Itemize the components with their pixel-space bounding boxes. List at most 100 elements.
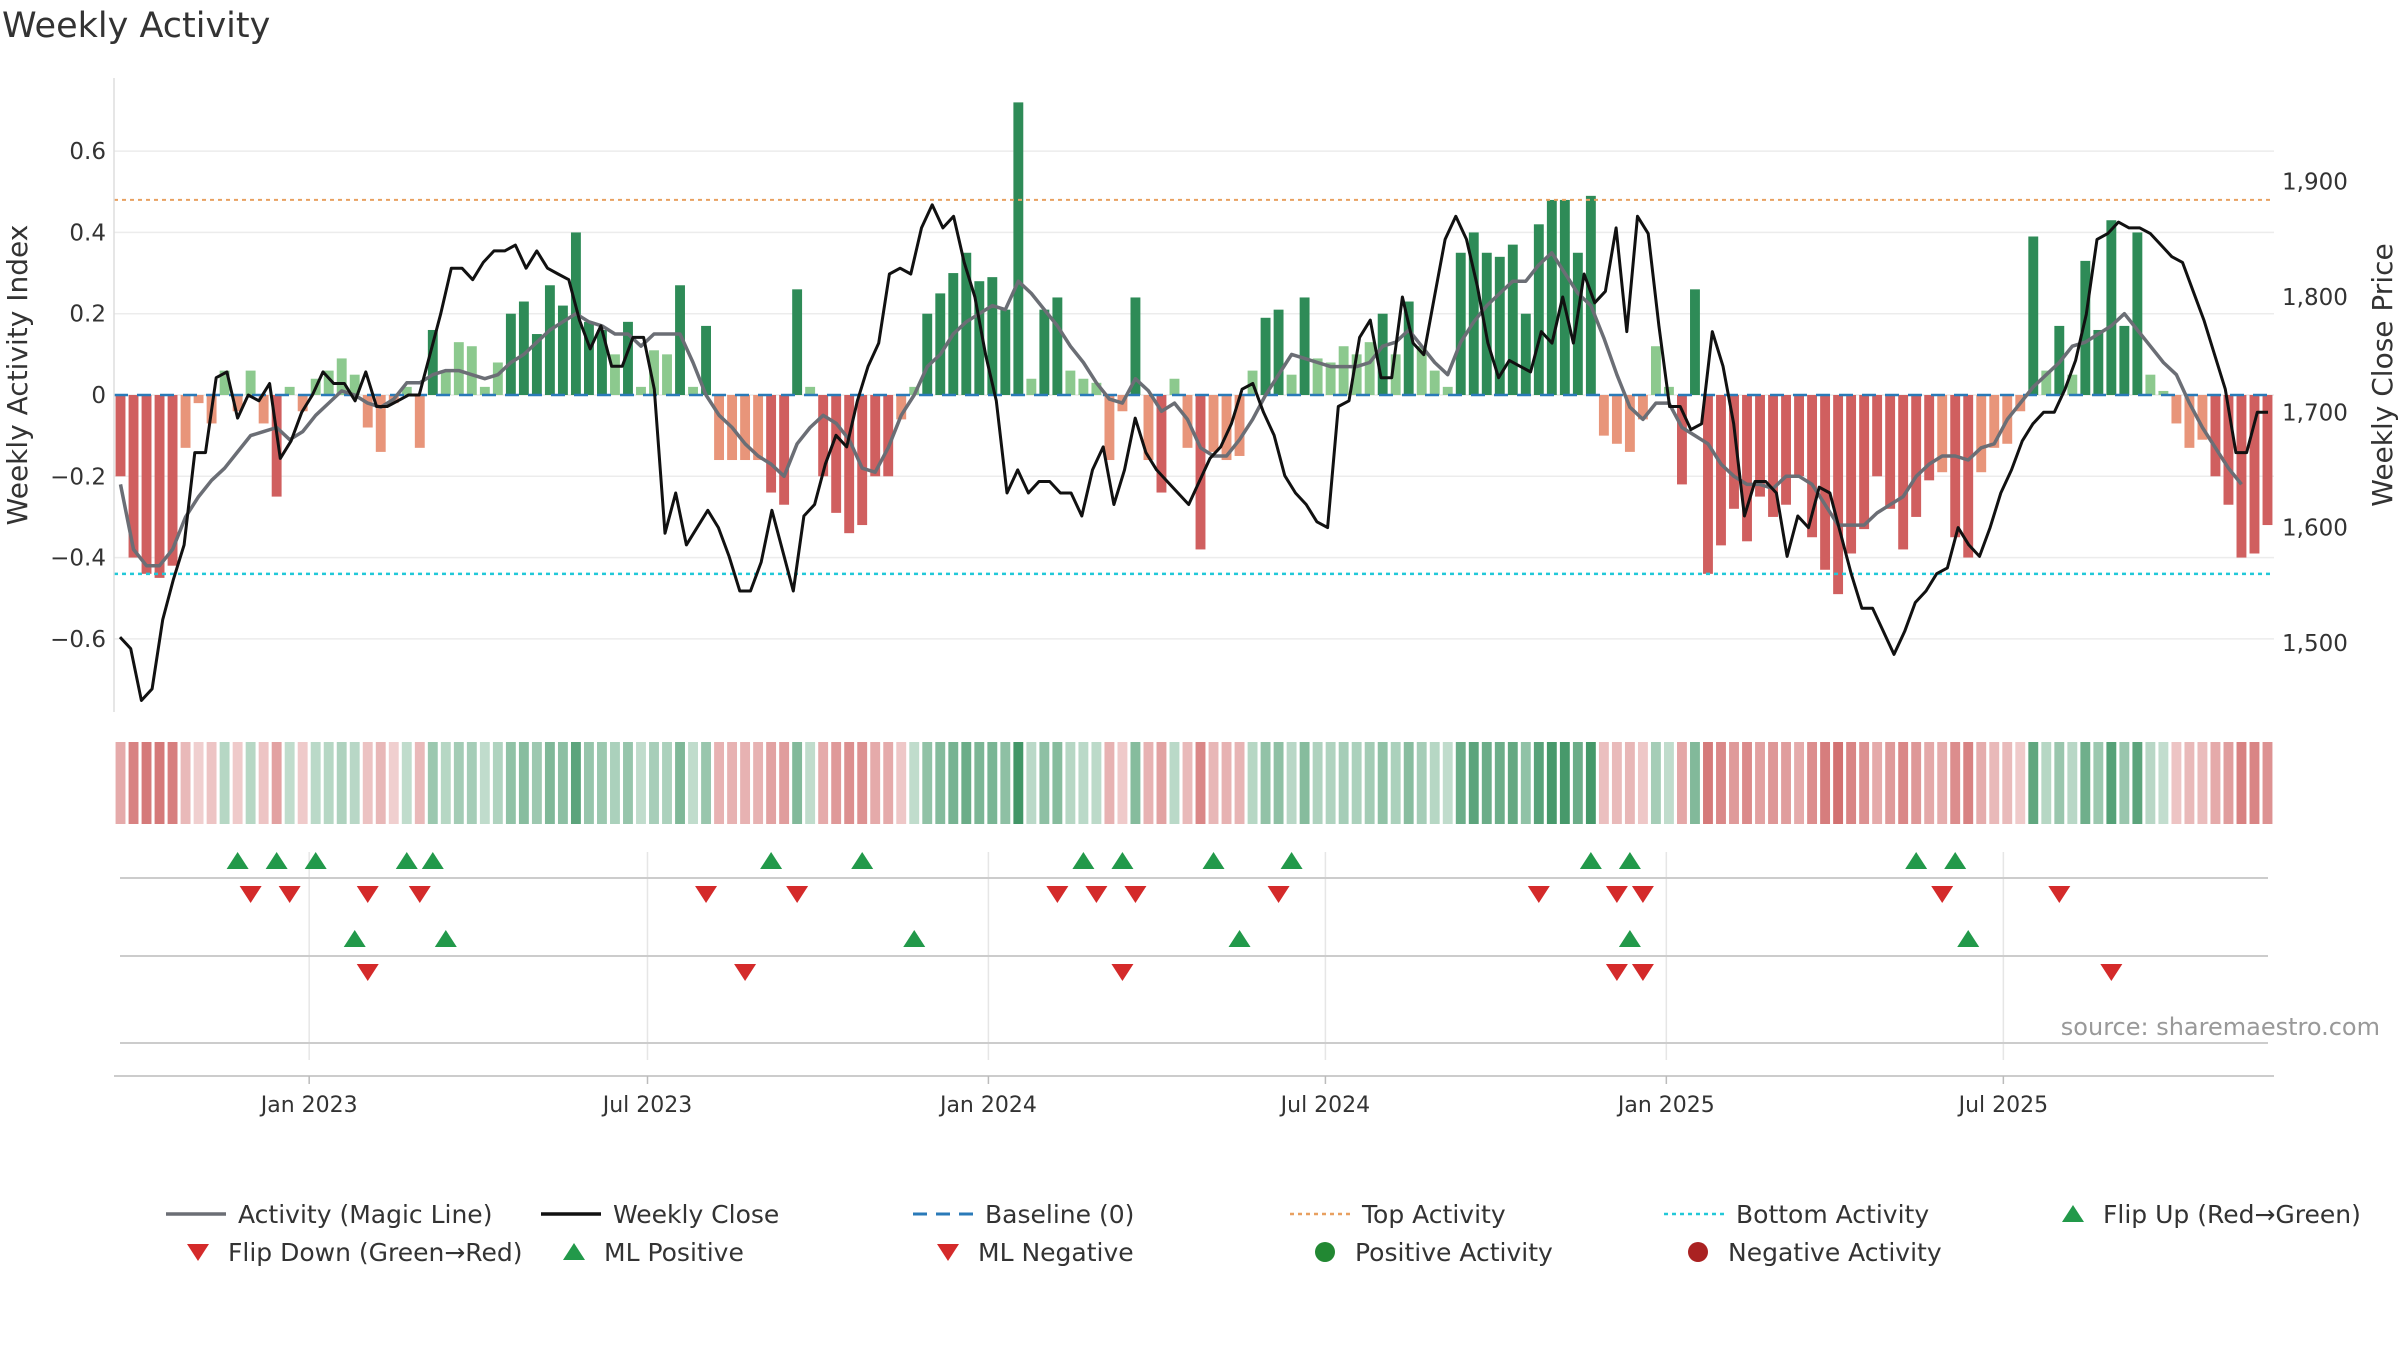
- heat-cell: [2223, 742, 2234, 824]
- activity-bar: [1833, 395, 1844, 595]
- activity-bar: [1338, 346, 1349, 395]
- activity-bar: [610, 354, 620, 395]
- axes: −0.6 −0.4 −0.2 0 0.2 0.4 0.6 1,500 1,600 1,700 1,8…: [1, 78, 2399, 712]
- y-left-tick-label: −0.4: [50, 546, 106, 572]
- y-left-tick-label: −0.6: [50, 627, 106, 653]
- activity-bar: [1208, 395, 1219, 452]
- activity-bars: [115, 102, 2273, 595]
- activity-bar: [1598, 395, 1609, 436]
- activity-bar: [1091, 382, 1102, 395]
- flip-down-marker: [786, 886, 809, 903]
- heat-cell: [206, 742, 217, 824]
- flip-down-marker: [695, 886, 718, 903]
- heat-cell: [180, 742, 191, 824]
- activity-bar: [896, 395, 907, 420]
- flip-up-marker: [1280, 852, 1303, 869]
- activity-bar: [1325, 362, 1336, 395]
- heat-cell: [1143, 742, 1154, 824]
- activity-bar: [1156, 395, 1167, 493]
- heat-cell: [1013, 742, 1024, 824]
- heat-cell: [1650, 742, 1661, 824]
- triangle-down-red-icon: [187, 1244, 209, 1261]
- activity-bar: [1637, 395, 1648, 420]
- activity-bar: [1820, 395, 1831, 570]
- heat-cell: [1455, 742, 1466, 824]
- activity-bar: [1000, 309, 1011, 395]
- activity-bar: [2106, 220, 2117, 395]
- activity-bar: [219, 370, 230, 395]
- heat-cell: [844, 742, 855, 824]
- flip-up-marker: [304, 852, 327, 869]
- activity-bar: [362, 395, 373, 428]
- activity-bar: [2197, 395, 2208, 440]
- ml-negative-marker: [1111, 964, 1134, 981]
- heat-cell: [1169, 742, 1180, 824]
- heat-cell: [2132, 742, 2143, 824]
- activity-bar: [2223, 395, 2234, 505]
- activity-bar: [1963, 395, 1974, 558]
- activity-bar: [1351, 354, 1362, 395]
- heat-cell: [1234, 742, 1245, 824]
- heat-cell: [193, 742, 204, 824]
- activity-bar: [1650, 346, 1661, 395]
- heat-cell: [922, 742, 933, 824]
- heat-cell: [1663, 742, 1674, 824]
- heat-cell: [714, 742, 725, 824]
- activity-bar: [1429, 370, 1440, 395]
- y-right-tick-label: 1,700: [2282, 400, 2348, 426]
- heat-cell: [961, 742, 972, 824]
- flip-down-marker: [408, 886, 431, 903]
- heat-cell: [1091, 742, 1102, 824]
- activity-bar: [987, 277, 998, 395]
- activity-bar: [2145, 374, 2156, 395]
- heat-cell: [1768, 742, 1778, 824]
- activity-bar: [1377, 313, 1388, 395]
- dash-blue-icon: [913, 1212, 973, 1216]
- activity-bar: [1403, 301, 1414, 395]
- activity-bar: [1533, 224, 1544, 395]
- activity-bar: [883, 395, 894, 477]
- triangle-up-green-icon: [563, 1243, 585, 1260]
- activity-bar: [1559, 199, 1570, 395]
- heat-cell: [1937, 742, 1948, 824]
- activity-bar: [922, 313, 933, 395]
- activity-bar: [1130, 297, 1141, 395]
- activity-bar: [1299, 297, 1310, 395]
- flip-up-marker: [1944, 852, 1967, 869]
- heat-cell: [1598, 742, 1609, 824]
- heat-cell: [2158, 742, 2169, 824]
- heat-cell: [1885, 742, 1896, 824]
- heat-cell: [2171, 742, 2182, 824]
- activity-bar: [167, 395, 178, 566]
- ml-negative-marker: [734, 964, 757, 981]
- ml-positive-marker: [903, 930, 926, 947]
- dot-orange-icon: [1290, 1212, 1350, 1216]
- heat-cell: [323, 742, 334, 824]
- activity-bar: [2210, 395, 2221, 477]
- legend-label: Activity (Magic Line): [238, 1199, 493, 1229]
- circle-green-icon: [1315, 1242, 1335, 1262]
- heat-cell: [1000, 742, 1011, 824]
- activity-bar: [1911, 395, 1922, 517]
- heat-cell: [1677, 742, 1687, 824]
- activity-bar: [1611, 395, 1622, 444]
- y-right-tick-label: 1,500: [2282, 631, 2348, 657]
- flip-down-marker: [1931, 886, 1954, 903]
- heat-cell: [1924, 742, 1935, 824]
- heat-cell: [1117, 742, 1128, 824]
- heat-cell: [727, 742, 738, 824]
- heat-cell: [1546, 742, 1557, 824]
- activity-bar: [297, 395, 308, 412]
- flip-down-marker: [278, 886, 301, 903]
- flip-up-marker: [760, 852, 783, 869]
- flip-down-marker: [1085, 886, 1108, 903]
- activity-bar: [1481, 252, 1492, 395]
- ml-negative-marker: [1631, 964, 1654, 981]
- activity-bar: [1624, 395, 1635, 452]
- heat-cell: [1039, 742, 1050, 824]
- activity-bar: [2262, 395, 2273, 526]
- flip-up-marker: [265, 852, 288, 869]
- heat-cell: [2236, 742, 2247, 824]
- line-black-icon: [541, 1212, 601, 1216]
- y-left-tick-label: 0.6: [69, 139, 106, 165]
